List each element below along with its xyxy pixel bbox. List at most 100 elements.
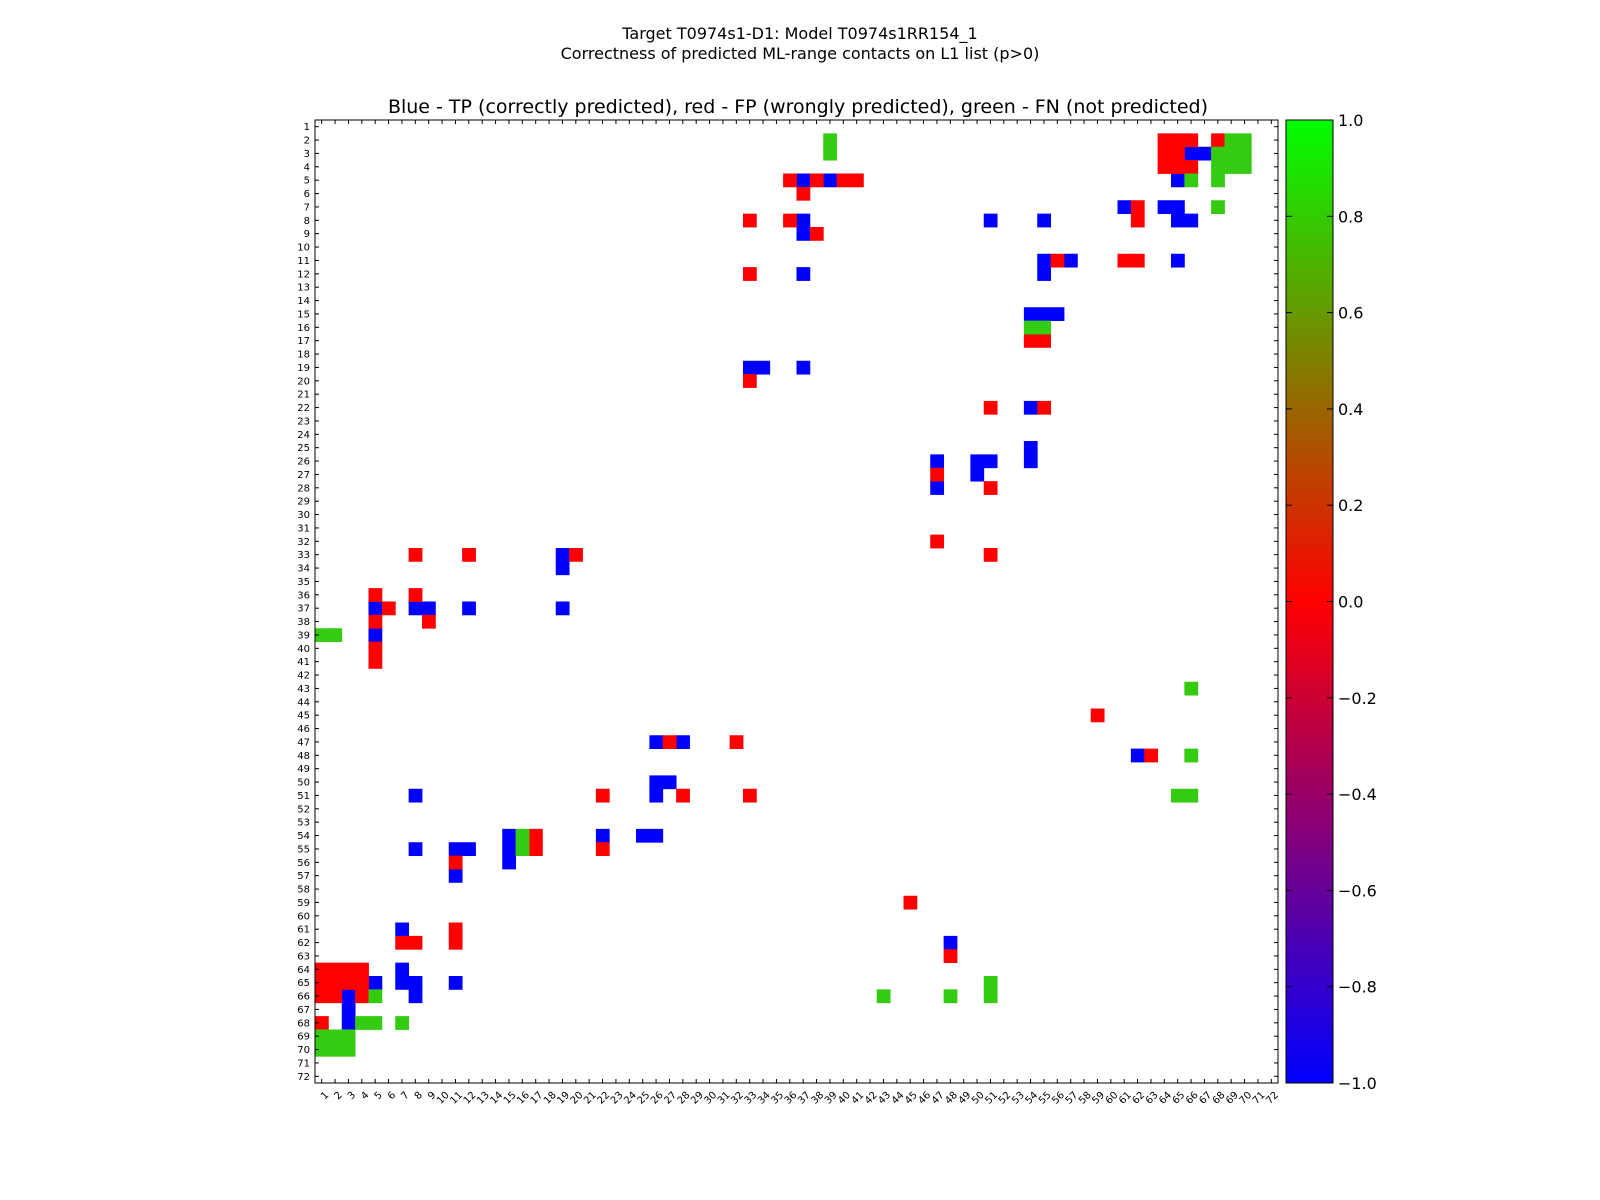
- x-tick-label-4: 4: [359, 1090, 371, 1102]
- y-tick-label-16: 16: [297, 323, 310, 334]
- cell-fp-58: [943, 949, 958, 964]
- cell-tp-8: [1117, 200, 1132, 215]
- x-tick-label-72: 72: [1264, 1090, 1281, 1107]
- cell-tp-58: [448, 869, 463, 883]
- cell-fn-6: [1224, 160, 1239, 174]
- colorbar-tick-label-10: −1.0: [1338, 1074, 1377, 1093]
- y-tick-label-70: 70: [297, 1045, 310, 1056]
- colorbar: 1.0 0.8 0.6 0.4 0.2 0.0 −0.2 −0.4 −0.6 −0.8 −1.0: [1285, 111, 1377, 1093]
- cell-fn-12: [1211, 200, 1225, 215]
- cell-tp-62: [395, 976, 410, 990]
- cell-fp-5: [743, 213, 757, 228]
- y-tick-label-37: 37: [297, 604, 310, 615]
- cell-fn-0: [823, 133, 838, 148]
- y-tick-label-57: 57: [297, 871, 310, 882]
- cell-fp-12: [1130, 253, 1145, 268]
- y-tick-label-67: 67: [297, 1005, 310, 1016]
- colorbar-tick-label-6: −0.2: [1338, 689, 1377, 708]
- y-tick-label-15: 15: [297, 309, 310, 320]
- colorbar-tick-label-5: 0.0: [1338, 593, 1363, 612]
- colorbar-tick-label-4: 0.2: [1338, 496, 1363, 515]
- cell-fn-21: [515, 828, 530, 843]
- cell-fp-36: [408, 588, 423, 602]
- cell-fn-14: [1037, 320, 1052, 335]
- cell-tp-53: [448, 842, 463, 857]
- cell-fn-25: [983, 976, 998, 990]
- cell-tp-23: [743, 360, 757, 375]
- cell-tp-13: [983, 213, 998, 228]
- cell-tp-26: [1023, 400, 1038, 415]
- cell-tp-28: [1023, 454, 1038, 469]
- y-tick-label-18: 18: [297, 350, 310, 361]
- y-tick-label-56: 56: [297, 858, 310, 869]
- cell-fp-31: [983, 548, 998, 562]
- cell-fp-22: [1184, 133, 1199, 148]
- y-tick-label-34: 34: [297, 564, 310, 575]
- x-tick-label-6: 6: [386, 1090, 398, 1102]
- cell-fp-9: [1130, 213, 1145, 228]
- colorbar-ticks: 1.0 0.8 0.6 0.4 0.2 0.0 −0.2 −0.4 −0.6 −0.8 −1.0: [1286, 111, 1377, 1093]
- cell-tp-18: [1171, 253, 1185, 268]
- colorbar-gradient: [1285, 119, 1334, 1084]
- cell-tp-14: [1037, 213, 1052, 228]
- y-tick-label-62: 62: [297, 938, 310, 949]
- cell-fp-34: [569, 548, 583, 562]
- x-tick-label-3: 3: [346, 1090, 358, 1102]
- cell-fp-44: [729, 735, 744, 750]
- cell-fn-13: [1023, 320, 1038, 335]
- cell-fn-3: [1237, 133, 1252, 148]
- cell-fp-46: [595, 788, 610, 803]
- cell-tp-52: [408, 842, 423, 857]
- cell-fp-57: [408, 935, 423, 950]
- plot-frame: [314, 119, 1279, 1084]
- cell-fp-47: [676, 788, 690, 803]
- cell-tp-27: [1023, 441, 1038, 455]
- cell-tp-59: [395, 922, 410, 937]
- cell-tp-56: [502, 842, 517, 857]
- cell-tp-20: [1023, 307, 1038, 322]
- cell-fn-23: [876, 989, 891, 1004]
- y-tick-label-17: 17: [297, 336, 310, 347]
- cell-fp-18: [1037, 400, 1052, 415]
- colorbar-tick-label-3: 0.4: [1338, 400, 1363, 419]
- cell-fp-23: [1171, 146, 1185, 161]
- y-tick-label-24: 24: [297, 430, 310, 441]
- cell-fp-42: [1090, 708, 1105, 723]
- cell-tp-17: [1064, 253, 1078, 268]
- y-tick-label-8: 8: [304, 216, 310, 227]
- cell-fp-40: [368, 641, 383, 656]
- cell-tp-39: [422, 601, 436, 616]
- cell-fp-65: [341, 976, 356, 990]
- cell-fn-17: [1184, 681, 1199, 696]
- cell-tp-42: [649, 735, 664, 750]
- cell-tp-44: [649, 775, 664, 790]
- cell-fp-69: [355, 989, 369, 1004]
- cell-fp-3: [850, 173, 864, 188]
- cell-fn-31: [315, 1029, 329, 1044]
- cell-tp-61: [395, 962, 410, 977]
- y-tick-label-64: 64: [297, 965, 310, 976]
- cell-tp-41: [368, 628, 383, 643]
- colorbar-tick-label-8: −0.6: [1338, 881, 1377, 900]
- colorbar-tick-label-9: −0.8: [1338, 978, 1377, 997]
- cell-fp-54: [448, 922, 463, 937]
- y-tick-label-6: 6: [304, 189, 310, 200]
- y-tick-label-72: 72: [297, 1072, 310, 1083]
- cell-tp-43: [676, 735, 690, 750]
- y-tick-label-68: 68: [297, 1018, 310, 1029]
- cell-tp-57: [502, 855, 517, 870]
- cell-fn-29: [368, 1016, 383, 1030]
- cell-fp-4: [796, 186, 811, 201]
- cell-fp-11: [1117, 253, 1132, 268]
- y-tick-label-50: 50: [297, 778, 310, 789]
- y-tick-label-2: 2: [304, 136, 310, 147]
- cell-fn-2: [1224, 133, 1239, 148]
- cell-fn-15: [315, 628, 329, 643]
- cell-fn-5: [1237, 146, 1252, 161]
- y-tick-label-55: 55: [297, 844, 310, 855]
- cell-fp-29: [1211, 133, 1225, 148]
- plot-title: Blue - TP (correctly predicted), red - F…: [388, 96, 1208, 118]
- cell-fp-66: [355, 976, 369, 990]
- cell-fp-7: [809, 227, 824, 241]
- cell-tp-16: [1037, 267, 1052, 281]
